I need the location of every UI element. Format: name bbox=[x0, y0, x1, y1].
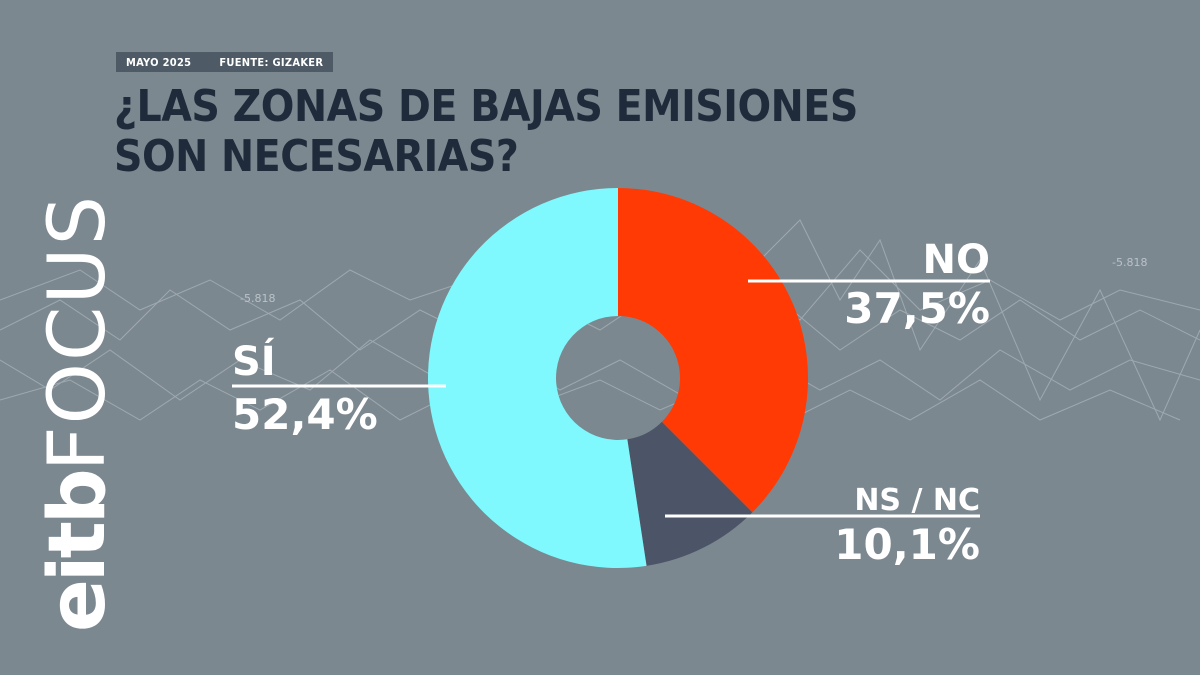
donut-slice-nsnc bbox=[627, 421, 753, 566]
slice-value-no: 37,5% bbox=[844, 284, 990, 333]
slice-value-nsnc: 10,1% bbox=[834, 520, 980, 569]
background-network-line bbox=[699, 219, 1200, 422]
survey-date: MAYO 2025 bbox=[126, 55, 192, 69]
label-leader-lines bbox=[232, 279, 990, 518]
donut-slice-si bbox=[427, 188, 647, 568]
donut-slice-no bbox=[618, 188, 809, 513]
slice-value-si: 52,4% bbox=[232, 390, 378, 439]
donut-chart bbox=[427, 188, 809, 568]
background-network-line bbox=[0, 289, 1200, 351]
background-annotation: -5.818 bbox=[1112, 256, 1147, 269]
slice-label-no: NO bbox=[922, 237, 990, 283]
slice-label-si: SÍ bbox=[232, 339, 276, 385]
background-network-line bbox=[0, 369, 1181, 421]
eitb-focus-logo: eitbFOCUS bbox=[33, 194, 123, 632]
background-network-line bbox=[0, 339, 1200, 401]
logo-focus: FOCUS bbox=[33, 193, 123, 472]
slice-label-nsnc: NS / NC bbox=[854, 483, 980, 518]
background-annotation: -5.818 bbox=[240, 292, 275, 305]
meta-bar: MAYO 2025 FUENTE: GIZAKER bbox=[116, 52, 334, 72]
survey-source: FUENTE: GIZAKER bbox=[219, 55, 324, 69]
chart-title: ¿LAS ZONAS DE BAJAS EMISIONES SON NECESA… bbox=[114, 81, 858, 182]
logo-eitb: eitb bbox=[33, 471, 123, 632]
